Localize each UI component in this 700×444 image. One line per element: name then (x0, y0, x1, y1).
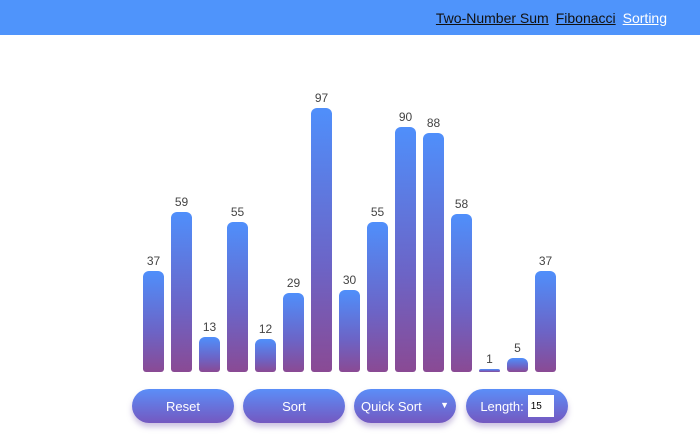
bar (507, 358, 528, 372)
nav-link-fibonacci[interactable]: Fibonacci (555, 9, 616, 26)
bar (143, 271, 164, 372)
bar (339, 290, 360, 372)
length-control: Length: (466, 389, 568, 423)
length-label: Length: (480, 398, 524, 414)
bar (423, 132, 444, 372)
bar-value-label: 59 (174, 194, 189, 209)
bar-value-label: 58 (454, 197, 469, 212)
bar-value-label: 29 (286, 276, 301, 291)
bar (227, 222, 248, 372)
bar (367, 222, 388, 372)
bar (451, 214, 472, 372)
sort-button[interactable]: Sort (243, 389, 345, 423)
bar (479, 369, 500, 372)
sorting-bar-chart: 37 59 13 55 12 29 97 30 55 90 88 58 1 5 37 (0, 35, 700, 375)
algorithm-select[interactable]: Quick Sort ▼ (354, 389, 456, 423)
bar-value-label: 37 (146, 254, 161, 269)
bar-value-label: 55 (230, 205, 245, 220)
reset-button[interactable]: Reset (132, 389, 234, 423)
length-input[interactable] (527, 395, 554, 417)
bar-value-label: 90 (398, 110, 413, 125)
bar-value-label: 97 (314, 91, 329, 106)
nav-link-sorting[interactable]: Sorting (622, 9, 667, 26)
bar (199, 336, 220, 372)
bar-value-label: 1 (486, 352, 493, 366)
algorithm-select-value: Quick Sort (361, 399, 422, 414)
bar (171, 211, 192, 372)
bar-value-label: 88 (426, 115, 441, 130)
bar (283, 293, 304, 372)
bar-value-label: 12 (258, 322, 273, 337)
nav-link-two-number-sum[interactable]: Two-Number Sum (435, 9, 549, 26)
bar-value-label: 5 (514, 341, 521, 356)
bar (255, 339, 276, 372)
bar-value-label: 30 (342, 273, 357, 288)
bar-value-label: 37 (538, 254, 553, 269)
controls-bar: Reset Sort Quick Sort ▼ Length: (0, 389, 700, 423)
bar-value-label: 55 (370, 205, 385, 220)
bar (311, 108, 332, 372)
navbar: Two-Number Sum Fibonacci Sorting (0, 0, 700, 35)
bar-value-label: 13 (202, 319, 217, 334)
chevron-down-icon: ▼ (440, 400, 449, 410)
bar (535, 271, 556, 372)
bar (395, 127, 416, 372)
